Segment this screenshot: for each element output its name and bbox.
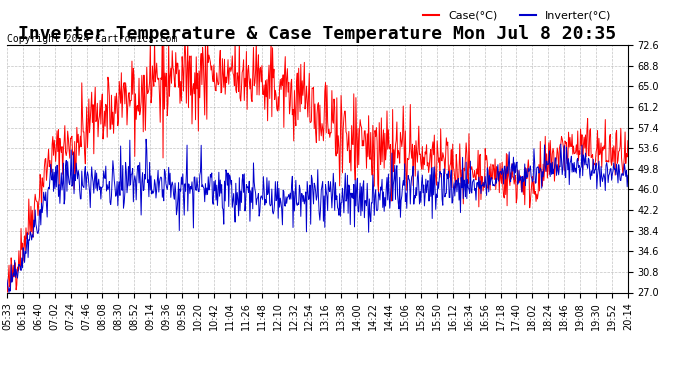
- Line: Inverter(°C): Inverter(°C): [7, 139, 628, 292]
- Inverter(°C): [535, 170, 544, 174]
- Inverter(°C): [81, 170, 89, 174]
- Inverter(°C): [3, 277, 11, 281]
- Title: Inverter Temperature & Case Temperature Mon Jul 8 20:35: Inverter Temperature & Case Temperature …: [19, 26, 616, 44]
- Inverter(°C): [486, 176, 495, 180]
- Case(°C): [70, 139, 79, 144]
- Case(°C): [81, 151, 89, 156]
- Case(°C): [181, 35, 189, 40]
- Case(°C): [535, 189, 544, 193]
- Inverter(°C): [142, 137, 150, 141]
- Inverter(°C): [70, 172, 79, 177]
- Case(°C): [435, 156, 444, 160]
- Inverter(°C): [5, 290, 13, 295]
- Text: Copyright 2024 Cartronics.com: Copyright 2024 Cartronics.com: [7, 34, 177, 44]
- Case(°C): [3, 290, 12, 294]
- Line: Case(°C): Case(°C): [7, 38, 628, 292]
- Inverter(°C): [624, 173, 632, 177]
- Case(°C): [624, 138, 632, 143]
- Case(°C): [188, 122, 196, 126]
- Inverter(°C): [435, 177, 444, 181]
- Inverter(°C): [188, 180, 196, 184]
- Legend: Case(°C), Inverter(°C): Case(°C), Inverter(°C): [418, 6, 616, 25]
- Case(°C): [3, 284, 11, 288]
- Case(°C): [486, 162, 495, 166]
